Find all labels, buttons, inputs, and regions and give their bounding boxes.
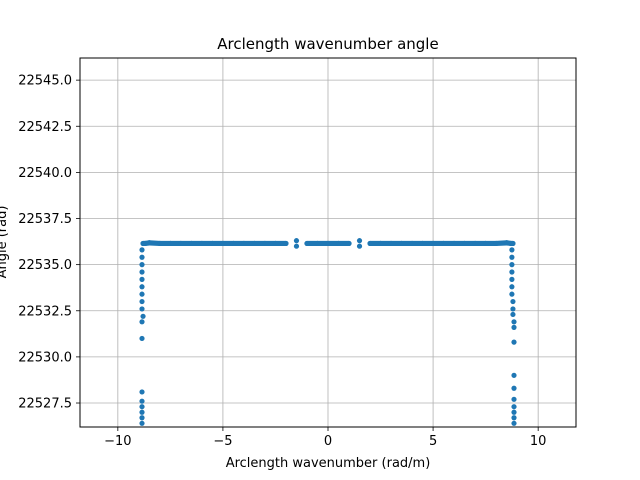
data-point (139, 398, 145, 404)
x-axis-label: Arclength wavenumber (rad/m) (226, 456, 431, 471)
y-tick-label: 22535.0 (18, 258, 72, 273)
data-point (511, 372, 517, 378)
data-point (509, 262, 515, 268)
y-axis-ticks: 22527.5 22530.0 22532.5 22535.0 22537.5 22540… (18, 74, 80, 412)
y-tick-label: 22537.5 (18, 212, 72, 227)
data-point (139, 269, 145, 275)
data-point (139, 291, 145, 297)
data-point (511, 415, 517, 421)
data-point (511, 339, 517, 345)
data-point (293, 243, 300, 249)
x-axis-ticks: −10 −5 0 5 10 (104, 427, 546, 449)
data-point (511, 404, 517, 410)
data-point (511, 396, 517, 402)
y-tick-label: 22542.5 (18, 120, 72, 135)
data-point (139, 389, 145, 395)
y-tick-label: 22532.5 (18, 304, 72, 319)
x-tick-label: −10 (104, 434, 131, 449)
data-point (509, 276, 515, 282)
data-point (139, 262, 145, 268)
data-point (139, 284, 145, 290)
x-tick-label: 0 (324, 434, 332, 449)
data-point (509, 269, 515, 275)
data-point (139, 306, 145, 312)
data-point (139, 254, 145, 260)
data-point (293, 238, 300, 244)
data-point (139, 319, 145, 325)
data-point (356, 238, 363, 244)
data-point (139, 247, 145, 253)
chart-title: Arclength wavenumber angle (217, 35, 438, 53)
data-point (511, 420, 517, 426)
data-point (511, 319, 517, 325)
x-tick-label: 5 (429, 434, 437, 449)
grid (80, 58, 576, 427)
data-point (139, 420, 145, 426)
data-point (139, 298, 145, 305)
data-point (511, 409, 517, 415)
data-point (139, 409, 145, 415)
data-point (139, 276, 145, 282)
data-point (356, 243, 363, 249)
data-point (511, 385, 517, 391)
scatter-series (139, 238, 517, 426)
data-point (139, 404, 145, 410)
y-tick-label: 22540.0 (18, 166, 72, 181)
data-point (509, 254, 515, 260)
y-tick-label: 22527.5 (18, 397, 72, 412)
data-point (509, 284, 515, 290)
y-tick-label: 22530.0 (18, 350, 72, 365)
x-tick-label: 10 (530, 434, 547, 449)
data-point (510, 306, 516, 312)
x-tick-label: −5 (213, 434, 232, 449)
data-point (511, 324, 517, 330)
data-point (140, 313, 146, 319)
y-tick-label: 22545.0 (18, 74, 72, 89)
y-axis-label: Angle (rad) (0, 206, 10, 279)
data-point (139, 415, 145, 421)
data-point (139, 335, 145, 342)
data-point (510, 311, 516, 318)
data-point (510, 298, 516, 305)
data-point (509, 291, 515, 297)
data-point (509, 247, 515, 253)
